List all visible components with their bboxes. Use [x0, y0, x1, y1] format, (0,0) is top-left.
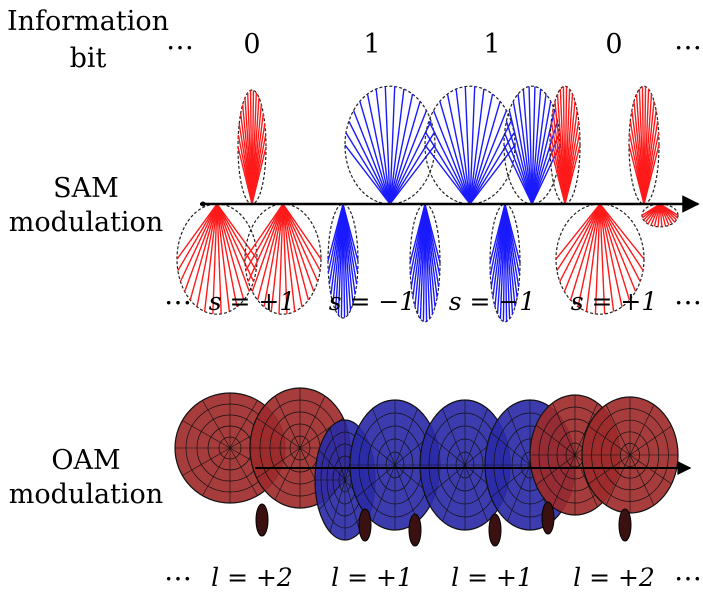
- sam-label-line2: modulation: [9, 207, 163, 238]
- oam-stem: [618, 508, 632, 542]
- oam-stem: [541, 501, 555, 535]
- oam-wavefront-lobe: [581, 396, 679, 514]
- sam-polarization-lobe: [409, 203, 441, 323]
- sam-state-3: s = −1: [449, 287, 536, 316]
- oam-state-1: l = +2: [211, 563, 293, 592]
- sam-trailing-ellipsis: …: [674, 278, 702, 311]
- sam-leading-ellipsis: …: [164, 278, 192, 311]
- oam-helical-wavefront: [174, 387, 679, 547]
- sam-state-2: s = −1: [329, 287, 416, 316]
- oam-stem: [408, 513, 422, 547]
- oam-stem: [358, 508, 372, 542]
- oam-state-2: l = +1: [331, 563, 413, 592]
- oam-leading-ellipsis: …: [164, 554, 192, 587]
- sam-label-line1: SAM: [53, 173, 119, 204]
- information-bit-row: Information bit … 0 1 1 0 …: [7, 6, 702, 74]
- oam-label-line2: modulation: [9, 479, 163, 510]
- bit-value-3: 1: [483, 29, 500, 60]
- sam-polarization-lobe: [176, 203, 258, 315]
- bit-value-1: 0: [243, 29, 260, 60]
- sam-axis-origin: [200, 201, 206, 207]
- sam-polarization-lobe: [489, 203, 521, 323]
- sam-polarization-field: [176, 85, 679, 323]
- sam-row: SAM modulation … s = +1 s = −1 s = −1 s …: [9, 85, 702, 323]
- information-bit-label-line1: Information: [7, 6, 169, 37]
- sam-polarization-lobe: [344, 85, 436, 205]
- oam-stem: [488, 513, 502, 547]
- bit-value-4: 0: [605, 29, 622, 60]
- bit-value-2: 1: [363, 29, 380, 60]
- trailing-ellipsis: …: [674, 23, 702, 56]
- sam-polarization-lobe: [237, 89, 267, 205]
- oam-trailing-ellipsis: …: [674, 554, 702, 587]
- sam-state-4: s = +1: [571, 287, 658, 316]
- sam-polarization-lobe: [628, 85, 660, 205]
- oam-stem: [255, 503, 269, 537]
- sam-state-1: s = +1: [209, 287, 296, 316]
- leading-ellipsis: …: [166, 23, 194, 56]
- oam-state-4: l = +2: [573, 563, 655, 592]
- sam-polarization-lobe: [555, 203, 645, 315]
- sam-polarization-lobe: [327, 203, 359, 319]
- information-bit-label-line2: bit: [70, 43, 107, 74]
- sam-polarization-lobe: [503, 85, 561, 205]
- sam-polarization-lobe: [424, 85, 516, 205]
- oam-state-3: l = +1: [451, 563, 533, 592]
- oam-row: OAM modulation … l = +2 l = +1 l = +1 l …: [9, 387, 702, 592]
- sam-polarization-lobe: [641, 203, 679, 228]
- oam-label-line1: OAM: [51, 445, 120, 476]
- sam-polarization-lobe: [549, 85, 581, 205]
